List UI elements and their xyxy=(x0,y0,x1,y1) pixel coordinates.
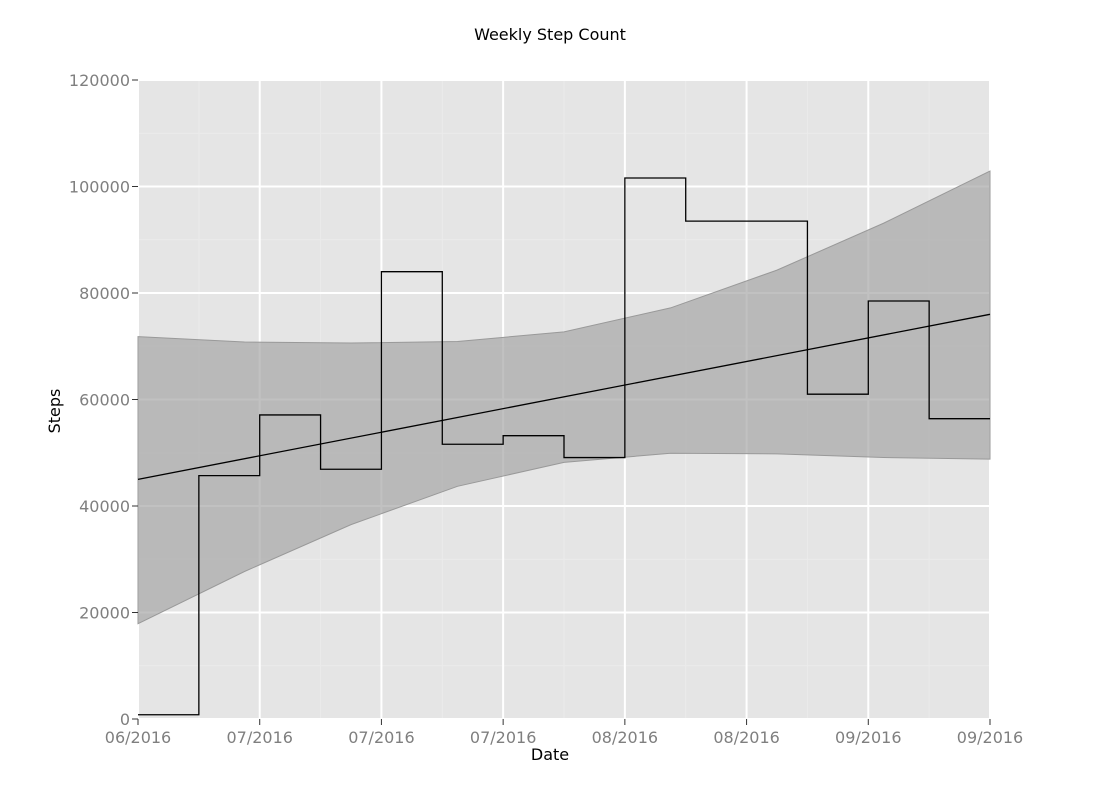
y-tick-label: 100000 xyxy=(69,178,130,197)
axis-ticks xyxy=(132,79,991,725)
y-tick-label: 0 xyxy=(120,710,130,729)
x-tick-label: 08/2016 xyxy=(713,728,779,747)
y-tick-label: 40000 xyxy=(79,497,130,516)
trend-line xyxy=(137,313,991,481)
x-tick-label: 07/2016 xyxy=(470,728,536,747)
x-tick-label: 06/2016 xyxy=(105,728,171,747)
y-tick-label: 120000 xyxy=(69,71,130,90)
x-axis-label: Date xyxy=(531,745,569,764)
x-tick-label: 08/2016 xyxy=(592,728,658,747)
y-tick-labels: 0 20000 40000 60000 80000 100000 120000 xyxy=(69,71,130,729)
y-axis-label: Steps xyxy=(45,389,64,434)
x-tick-labels: 06/2016 07/2016 07/2016 07/2016 08/2016 08/20… xyxy=(105,728,1023,747)
x-tick-label: 07/2016 xyxy=(348,728,414,747)
x-tick-label: 09/2016 xyxy=(957,728,1023,747)
y-tick-label: 20000 xyxy=(79,604,130,623)
x-tick-label: 07/2016 xyxy=(226,728,292,747)
chart-title: Weekly Step Count xyxy=(474,25,626,44)
y-tick-label: 80000 xyxy=(79,284,130,303)
y-tick-label: 60000 xyxy=(79,391,130,410)
step-count-line xyxy=(138,177,990,716)
x-tick-label: 09/2016 xyxy=(835,728,901,747)
